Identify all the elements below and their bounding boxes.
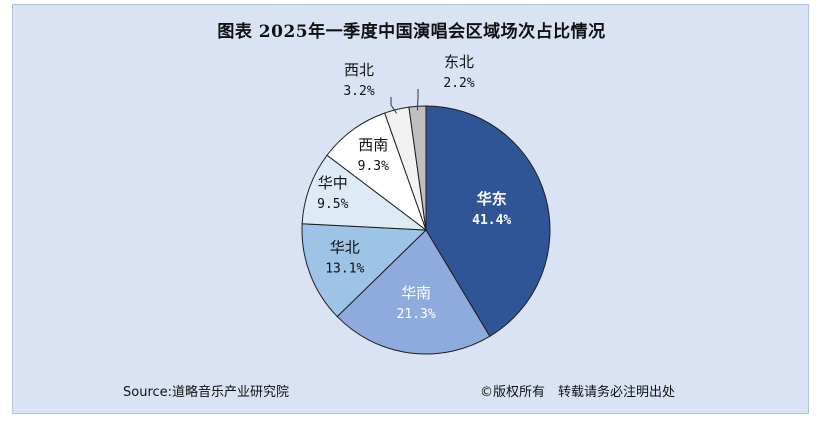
slice-6-name-label: 西北 bbox=[344, 61, 374, 79]
slice-6-value-label: 3.2% bbox=[343, 84, 374, 99]
pie-slices bbox=[301, 105, 551, 355]
slice-3-name-label: 华北 bbox=[330, 239, 360, 257]
slice-4-value-label: 9.5% bbox=[317, 197, 348, 212]
source-note: Source:道略音乐产业研究院 bbox=[123, 385, 290, 400]
slice-5-name-label: 西南 bbox=[358, 136, 388, 154]
slice-7-value-label: 2.2% bbox=[443, 76, 474, 91]
slice-7-name-label: 东北 bbox=[444, 53, 474, 71]
slice-1-name-label: 华东 bbox=[477, 190, 507, 208]
chart-frame: 图表 2025年一季度中国演唱会区域场次占比情况 华东 41.4% 华南 21.3% 华… bbox=[12, 4, 809, 414]
slice-6-leader-line bbox=[390, 97, 398, 114]
pie-chart: 华东 41.4% 华南 21.3% 华北 13.1% 华中 9.5% 西南 9.3% 西北 3.2% 东… bbox=[301, 53, 551, 355]
leader-lines bbox=[390, 89, 419, 114]
slice-2-wedge bbox=[336, 229, 491, 355]
slice-3-value-label: 13.1% bbox=[325, 262, 364, 277]
slice-1-wedge bbox=[425, 105, 551, 338]
slice-3-wedge bbox=[301, 223, 428, 318]
slice-7-leader-line bbox=[416, 89, 419, 111]
slice-labels: 华东 41.4% 华南 21.3% 华北 13.1% 华中 9.5% 西南 9.3% 西北 3.2% 东… bbox=[317, 53, 511, 322]
slice-1-value-label: 41.4% bbox=[472, 213, 511, 228]
slice-5-value-label: 9.3% bbox=[358, 159, 389, 174]
copyright-note: ©版权所有 转载请务必注明出处 bbox=[480, 385, 676, 400]
slice-2-name-label: 华南 bbox=[401, 284, 431, 302]
slice-2-value-label: 21.3% bbox=[397, 307, 436, 322]
chart-title: 图表 2025年一季度中国演唱会区域场次占比情况 bbox=[217, 22, 606, 42]
slice-4-name-label: 华中 bbox=[318, 174, 348, 192]
